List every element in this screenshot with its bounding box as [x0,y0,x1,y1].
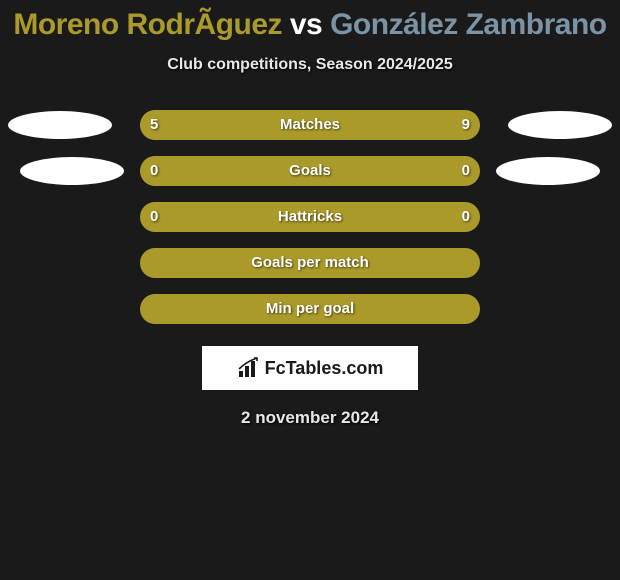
comparison-row: Min per goal [0,294,620,340]
player-left-marker [8,111,112,139]
stat-label: Goals per match [140,248,480,278]
comparison-row: 59Matches [0,110,620,156]
date-label: 2 november 2024 [0,408,620,428]
comparison-row: 00Goals [0,156,620,202]
comparison-title: Moreno RodrÃ­guez vs González Zambrano [0,0,620,42]
stat-label: Matches [140,110,480,140]
stat-bar: 00Hattricks [140,202,480,232]
player-right-marker [496,157,600,185]
stat-bar: Min per goal [140,294,480,324]
subtitle: Club competitions, Season 2024/2025 [0,56,620,74]
comparison-bars-area: 59Matches 00Goals 00Hattricks Goals per mat… [0,110,620,340]
stat-label: Hattricks [140,202,480,232]
stat-bar: Goals per match [140,248,480,278]
player-left-marker [20,157,124,185]
comparison-row: Goals per match [0,248,620,294]
stat-label: Goals [140,156,480,186]
comparison-row: 00Hattricks [0,202,620,248]
bar-chart-icon [237,357,261,379]
source-logo-text: FcTables.com [265,358,384,379]
source-logo: FcTables.com [202,346,418,390]
player-right-name: González Zambrano [330,8,607,41]
player-right-marker [508,111,612,139]
player-left-name: Moreno RodrÃ­guez [13,8,282,41]
stat-bar: 59Matches [140,110,480,140]
vs-label: vs [290,8,322,41]
stat-label: Min per goal [140,294,480,324]
stat-bar: 00Goals [140,156,480,186]
